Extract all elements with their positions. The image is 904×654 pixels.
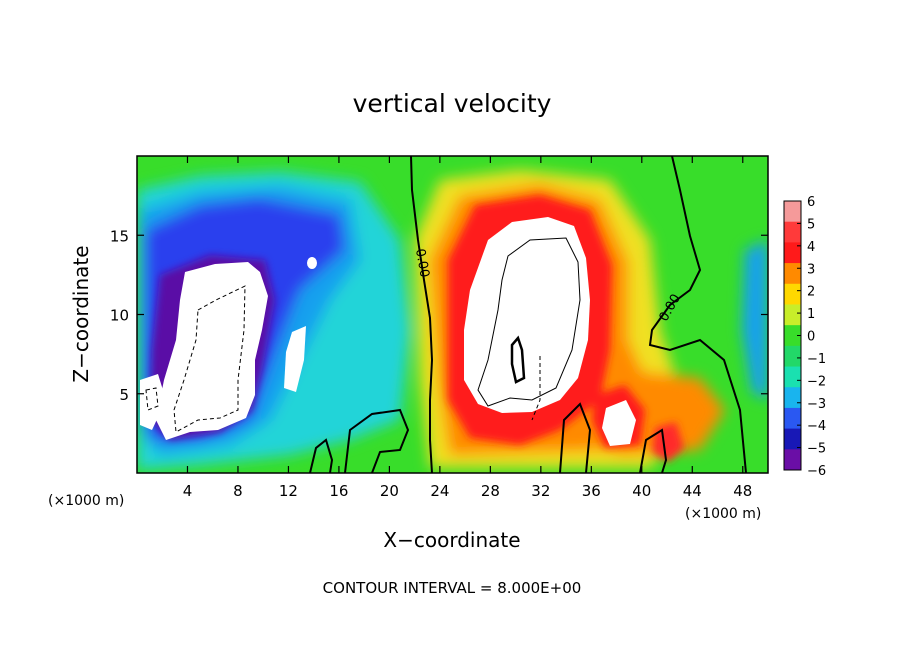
colorbar-swatch (784, 304, 801, 326)
contour-lines (145, 156, 747, 473)
colorbar-label: 5 (807, 217, 815, 232)
lower-white-patch (602, 400, 636, 446)
negative-contour-dashed (173, 285, 246, 433)
updraft-white-core (464, 217, 590, 413)
colorbar-swatch (784, 283, 801, 305)
chart-title: vertical velocity (353, 89, 552, 118)
y-tick-label: 5 (119, 386, 129, 404)
zero-contour-right (648, 156, 747, 473)
x-tick-label: 24 (430, 482, 449, 500)
x-axis-label: X−coordinate (383, 528, 520, 552)
zero-contour-main (410, 156, 434, 473)
y-tick-labels: 5 10 15 (110, 227, 129, 404)
right-edge-blue-region (742, 240, 768, 400)
colorbar-label: −3 (807, 397, 826, 412)
colorbar-swatch (784, 242, 801, 264)
colorbar-label: 1 (807, 307, 815, 322)
zero-contour-loop-d (639, 428, 668, 473)
y-tick-label: 10 (110, 307, 129, 325)
downdraft-white-core (156, 262, 268, 440)
colorbar-label: 6 (807, 195, 815, 210)
x-tick-label: 8 (233, 482, 243, 500)
colorbar-label: −6 (807, 464, 826, 479)
zero-contour-loop-b (309, 438, 334, 473)
x-unit-label-right: (×1000 m) (685, 506, 761, 522)
colorbar-swatch (784, 387, 801, 409)
y-axis-label: Z−coordinate (69, 245, 93, 382)
x-tick-label: 4 (183, 482, 193, 500)
colorbar-swatch (784, 221, 801, 243)
colorbar: 6 5 4 3 2 1 0 −1 −2 −3 −4 −5 −6 (783, 195, 826, 479)
positive-contour-dash (531, 356, 541, 421)
colorbar-swatch (784, 366, 801, 388)
colorbar-swatch (784, 201, 801, 223)
downdraft-white-fragment-right (284, 326, 306, 392)
colorbar-label: 3 (807, 262, 815, 277)
x-tick-label: 28 (481, 482, 500, 500)
colorbar-swatch (784, 325, 801, 347)
x-tick-label: 36 (582, 482, 601, 500)
x-tick-marks (186, 156, 744, 473)
x-tick-label: 16 (329, 482, 348, 500)
colorbar-swatch (784, 263, 801, 285)
downdraft-white-fragment-left (140, 374, 166, 430)
downdraft-white-spot (307, 257, 317, 269)
x-tick-label: 48 (733, 482, 752, 500)
contour-interval-footer: CONTOUR INTERVAL = 8.000E+00 (323, 579, 582, 597)
colorbar-swatch (784, 345, 801, 368)
x-tick-label: 20 (380, 482, 399, 500)
x-tick-labels: 4 8 12 16 20 24 28 32 36 40 44 48 (183, 482, 753, 500)
colorbar-label: −2 (807, 374, 826, 389)
zero-contour-loop-c (559, 402, 592, 473)
y-tick-label: 15 (110, 227, 129, 245)
contour-label: 0.00 (412, 248, 432, 279)
y-tick-marks (137, 234, 768, 395)
colorbar-label: −5 (807, 442, 826, 457)
colorbar-label: 0 (807, 330, 815, 345)
heatmap-field (137, 156, 768, 473)
zero-contour-loop-a (344, 408, 410, 473)
x-tick-label: 32 (531, 482, 550, 500)
x-tick-label: 12 (279, 482, 298, 500)
colorbar-label: −4 (807, 419, 826, 434)
x-unit-label-left: (×1000 m) (48, 493, 124, 509)
positive-contour-loop (510, 335, 526, 384)
x-tick-label: 44 (683, 482, 702, 500)
colorbar-swatch (784, 407, 801, 430)
colorbar-label: 4 (807, 240, 815, 255)
colorbar-label: −1 (807, 352, 826, 367)
colorbar-label: 2 (807, 285, 815, 300)
positive-contour-inner (477, 237, 581, 407)
colorbar-swatch (784, 428, 801, 450)
colorbar-swatch (784, 449, 801, 471)
x-tick-label: 40 (632, 482, 651, 500)
negative-contour-dashed-small (145, 387, 159, 411)
